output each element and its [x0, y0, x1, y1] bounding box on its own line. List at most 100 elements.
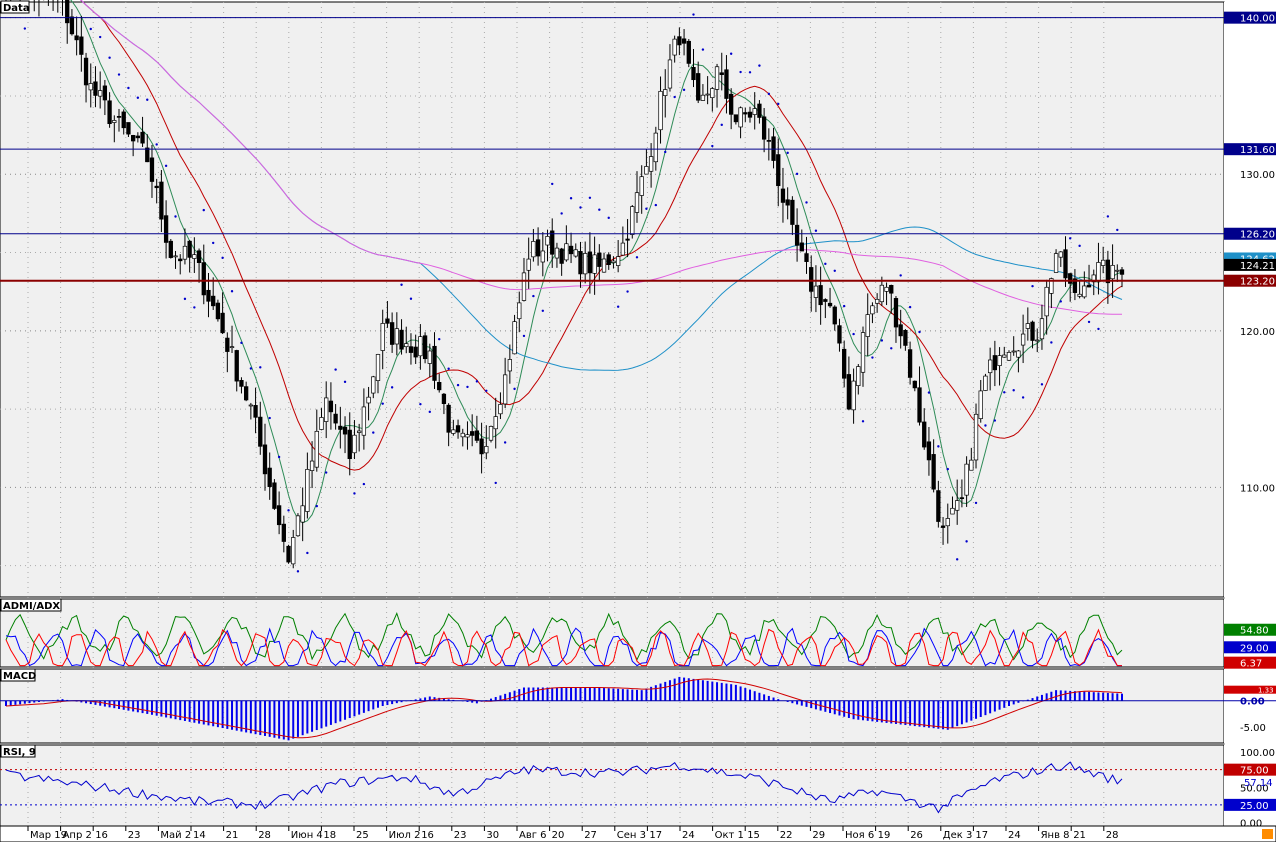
adx-value-label: 29.00	[1240, 643, 1269, 654]
date-tick-label: 24	[1008, 830, 1021, 841]
candle-body	[766, 140, 771, 142]
rsi-panel-title: RSI, 9	[3, 747, 36, 758]
candle-body	[578, 251, 583, 275]
candle-body	[79, 36, 84, 55]
candle-body	[460, 432, 465, 438]
candle-body	[535, 239, 541, 257]
moving-average-line-21	[79, 0, 1123, 471]
candle-body	[620, 242, 626, 256]
candle-body	[418, 336, 423, 357]
candle-body	[465, 434, 470, 438]
sar-dot	[908, 305, 912, 309]
moving-average-line-200	[79, 0, 1123, 315]
date-tick-label: 15	[747, 830, 760, 841]
price-level-tag	[1224, 274, 1276, 287]
sar-dot	[645, 207, 648, 210]
candle-body	[413, 346, 418, 358]
sar-dot	[513, 387, 516, 391]
candle-body	[625, 238, 630, 241]
rsi-level-label: 75.00	[1240, 766, 1269, 777]
candle-body	[229, 346, 235, 349]
sar-dot	[202, 208, 205, 212]
candle-body	[559, 248, 564, 264]
main-panel-title: Data	[3, 3, 30, 14]
main-y-tick-label: 110.00	[1240, 483, 1275, 494]
candle-body	[309, 460, 315, 471]
panel-macd	[0, 668, 1225, 744]
date-tick-label: 27	[584, 830, 597, 841]
sar-dot	[767, 92, 771, 96]
sar-dot	[1106, 215, 1110, 218]
candle-body	[1016, 350, 1021, 358]
candle-body	[507, 359, 512, 372]
sar-dot	[598, 208, 601, 211]
candle-body	[1044, 286, 1049, 317]
adx-panel-title: ADMI/ADX	[3, 601, 60, 612]
candle-body	[743, 112, 748, 115]
candle-body	[583, 253, 588, 275]
candle-body	[319, 417, 324, 430]
panel-rsi	[0, 744, 1225, 827]
candle-body	[691, 67, 696, 81]
candle-body	[568, 245, 574, 255]
sar-dot	[409, 297, 413, 300]
sar-dot	[372, 431, 375, 434]
sar-dot	[117, 73, 121, 76]
axis-bg-macd	[1224, 669, 1276, 743]
sar-dot	[1069, 237, 1072, 240]
candle-body	[936, 490, 941, 522]
candle-body	[102, 85, 108, 101]
rsi-level-label: 25.00	[1240, 801, 1269, 812]
sar-dot	[287, 509, 290, 512]
sar-dot	[334, 368, 337, 371]
candle-body	[493, 416, 498, 430]
candle-body	[663, 89, 668, 96]
sar-dot	[127, 86, 130, 90]
sar-dot	[984, 424, 987, 427]
rsi-level-tag	[1224, 798, 1276, 811]
candle-body	[912, 380, 917, 389]
sar-dot	[296, 570, 300, 573]
candle-body	[154, 185, 159, 189]
candle-body	[159, 181, 164, 220]
date-tick-label: 28	[1106, 830, 1119, 841]
sar-dot	[1059, 300, 1062, 303]
candle-body	[997, 355, 1002, 366]
sar-dot	[447, 367, 450, 370]
candle-body	[747, 111, 753, 118]
sar-dot	[390, 386, 394, 389]
adx-value-tag	[1224, 641, 1276, 654]
candle-body	[93, 81, 98, 96]
candle-body	[455, 425, 461, 433]
macd-signal-line	[5, 678, 1123, 739]
candle-body	[1115, 269, 1120, 272]
macd-y-tick-label: 0.00	[1240, 697, 1265, 708]
date-tick-label: 22	[780, 830, 793, 841]
candle-body	[686, 40, 691, 64]
sar-dot	[315, 504, 318, 508]
candle-body	[432, 345, 437, 381]
candle-body	[1091, 274, 1096, 283]
candle-body	[983, 375, 988, 391]
candle-body	[168, 240, 173, 258]
sar-dot	[918, 330, 921, 334]
sar-dot	[475, 380, 479, 383]
candle-body	[502, 374, 508, 405]
sar-dot	[183, 297, 187, 301]
candle-body	[512, 321, 517, 355]
candle-body	[592, 254, 597, 274]
candle-body	[267, 467, 272, 487]
candle-body	[851, 380, 856, 411]
sar-dot	[701, 48, 705, 51]
date-tick-label: 25	[356, 830, 369, 841]
candle-body	[211, 295, 216, 307]
date-tick-label: Ноя 6	[845, 830, 874, 841]
sar-dot	[654, 203, 658, 207]
sar-dot	[1031, 284, 1034, 288]
date-tick-label: 17	[649, 830, 662, 841]
candle-body	[889, 284, 894, 294]
candle-body	[785, 199, 790, 206]
date-tick-label: 14	[193, 830, 206, 841]
rsi-y-tick-label: 0.00	[1240, 818, 1262, 829]
candle-body	[112, 120, 117, 123]
